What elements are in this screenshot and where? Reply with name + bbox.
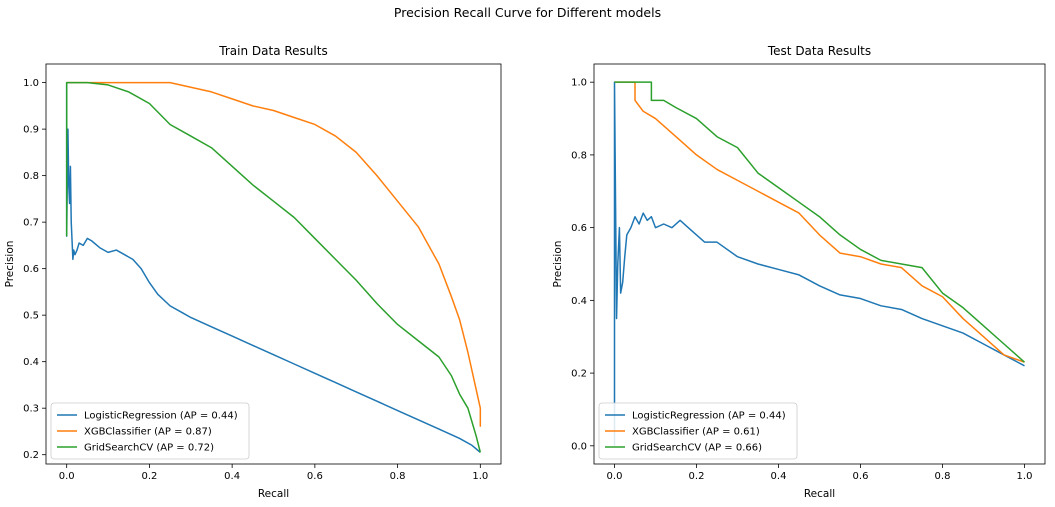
y-tick-label: 0.8 — [23, 171, 39, 182]
series-line-1 — [65, 82, 481, 453]
series-line-1 — [613, 81, 1025, 446]
y-tick-label: 0.7 — [23, 218, 39, 229]
y-tick-label: 0.5 — [23, 311, 39, 322]
x-tick-label: 0.0 — [607, 471, 623, 482]
y-tick-label: 0.0 — [571, 441, 587, 452]
panel-title: Test Data Results — [767, 44, 871, 58]
series-lines — [65, 81, 482, 453]
legend-entry: GridSearchCV (AP = 0.72) — [84, 443, 214, 454]
legend-entry: LogisticRegression (AP = 0.44) — [632, 411, 786, 422]
series-line-2 — [66, 81, 482, 427]
y-axis-label: Precision — [4, 241, 16, 288]
legend-box — [50, 402, 250, 460]
legend-entry: GridSearchCV (AP = 0.66) — [632, 443, 762, 454]
axes-frame — [593, 63, 1046, 465]
x-tick-label: 0.6 — [307, 471, 323, 482]
legend-entry: XGBClassifier (AP = 0.61) — [632, 427, 760, 438]
x-tick-label: 0.6 — [853, 471, 869, 482]
legend-entry: XGBClassifier (AP = 0.87) — [84, 427, 212, 438]
legend-entry: LogisticRegression (AP = 0.44) — [84, 411, 238, 422]
y-axis-label: Precision — [552, 241, 564, 288]
y-tick-label: 0.6 — [571, 223, 587, 234]
y-tick-label: 0.4 — [23, 357, 39, 368]
x-tick-label: 1.0 — [1017, 471, 1033, 482]
figure-suptitle: Precision Recall Curve for Different mod… — [394, 5, 661, 20]
axes-frame — [45, 63, 502, 465]
x-tick-label: 0.2 — [141, 471, 157, 482]
x-axis-label: Recall — [258, 488, 289, 500]
y-tick-label: 0.8 — [571, 150, 587, 161]
x-tick-label: 1.0 — [472, 471, 488, 482]
y-tick-label: 1.0 — [23, 78, 39, 89]
y-tick-label: 0.9 — [23, 125, 39, 136]
series-line-3 — [65, 81, 482, 453]
x-tick-label: 0.0 — [59, 471, 75, 482]
legend: LogisticRegression (AP = 0.44) XGBClassif… — [50, 402, 250, 460]
y-tick-label: 0.4 — [571, 296, 587, 307]
y-tick-label: 1.0 — [571, 78, 587, 89]
x-tick-label: 0.8 — [935, 471, 951, 482]
x-tick-label: 0.4 — [771, 471, 787, 482]
x-axis-label: Recall — [804, 488, 835, 500]
y-tick-label: 0.2 — [571, 369, 587, 380]
series-line-2 — [614, 81, 1025, 363]
test-results-panel: 0.0 0.2 0.4 0.6 0.8 1.0 0.0 0.2 0.4 0.6 0.8 1.0 Test… — [552, 44, 1046, 500]
y-tick-label: 0.3 — [23, 404, 39, 415]
series-line-3 — [614, 81, 1025, 363]
panel-title: Train Data Results — [218, 44, 327, 58]
legend-box — [598, 402, 798, 460]
legend: LogisticRegression (AP = 0.44) XGBClassif… — [598, 402, 798, 460]
series-lines — [613, 81, 1025, 446]
x-tick-label: 0.4 — [224, 471, 240, 482]
y-tick-label: 0.2 — [23, 450, 39, 461]
x-tick-label: 0.2 — [689, 471, 705, 482]
y-tick-label: 0.6 — [23, 264, 39, 275]
train-results-panel: 0.0 0.2 0.4 0.6 0.8 1.0 0.2 0.3 0.4 0.5 0.6 0.7 0.8 0… — [4, 44, 502, 500]
x-tick-label: 0.8 — [390, 471, 406, 482]
